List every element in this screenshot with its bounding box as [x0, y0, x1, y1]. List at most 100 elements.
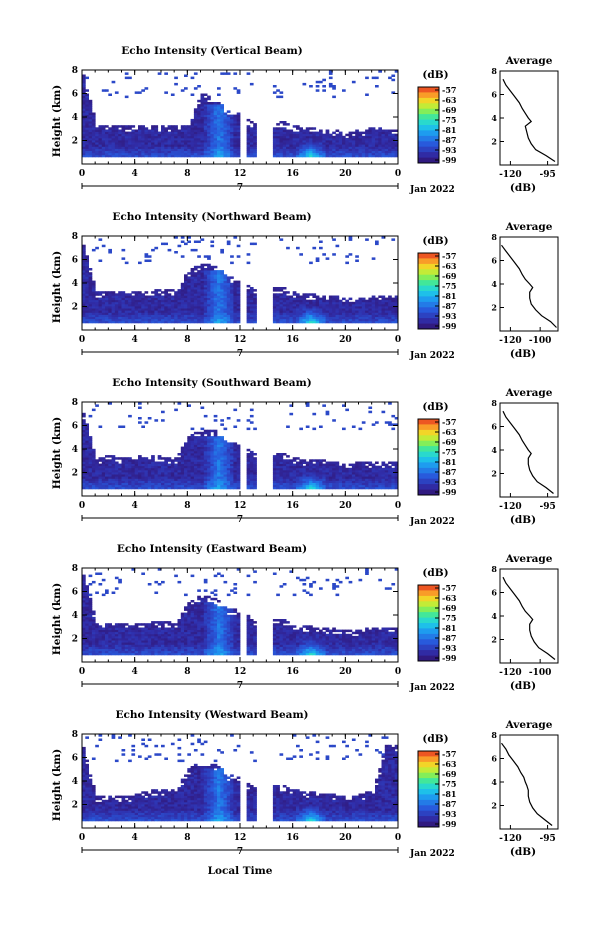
heatmap-cell	[345, 408, 349, 412]
heatmap-cell	[187, 469, 191, 473]
heatmap-cell	[121, 478, 126, 481]
heatmap-cell	[220, 314, 224, 317]
heatmap-cell	[190, 291, 195, 294]
heatmap-cell	[394, 150, 399, 154]
heatmap-cell	[111, 150, 116, 154]
heatmap-cell	[368, 316, 373, 320]
heatmap-cell	[184, 284, 188, 288]
heatmap-cell	[378, 154, 382, 158]
heatmap-cell	[332, 486, 336, 490]
heatmap-cell	[141, 146, 145, 149]
average-y-tick-label: 8	[491, 66, 497, 76]
heatmap-cell	[190, 146, 195, 149]
heatmap-cell	[223, 282, 228, 286]
heatmap-cell	[91, 318, 96, 322]
colorbar-frame	[417, 86, 440, 164]
heatmap-cell	[282, 486, 287, 490]
heatmap-cell	[85, 434, 89, 437]
heatmap-cell	[213, 135, 218, 139]
heatmap-cell	[230, 463, 234, 467]
heatmap-cell	[121, 154, 126, 158]
heatmap-cell	[220, 293, 224, 296]
heatmap-cell	[358, 135, 363, 139]
heatmap-cell	[157, 297, 162, 301]
heatmap-cell	[292, 146, 297, 149]
heatmap-cell	[226, 116, 231, 120]
heatmap-cell	[88, 114, 93, 118]
heatmap-cell	[246, 301, 251, 305]
heatmap-cell	[325, 412, 330, 416]
heatmap-cell	[193, 284, 198, 288]
heatmap-cell	[167, 310, 172, 313]
heatmap-cell	[391, 238, 396, 241]
heatmap-cell	[164, 127, 168, 130]
heatmap-cell	[213, 450, 218, 454]
heatmap-cell	[190, 154, 195, 158]
heatmap-cell	[200, 268, 205, 271]
heatmap-cell	[82, 76, 86, 80]
heatmap-cell	[193, 137, 198, 141]
heatmap-cell	[91, 280, 96, 284]
heatmap-cell	[394, 318, 399, 322]
heatmap-cell	[128, 457, 132, 460]
heatmap-cell	[141, 125, 145, 128]
heatmap-cell	[381, 480, 386, 483]
heatmap-cell	[98, 472, 103, 475]
heatmap-cell	[210, 312, 215, 315]
heatmap-cell	[388, 310, 392, 313]
heatmap-cell	[187, 152, 191, 156]
heatmap-cell	[187, 289, 191, 292]
heatmap-cell	[233, 236, 238, 239]
heatmap-cell	[355, 144, 359, 147]
heatmap-cell	[375, 306, 379, 309]
heatmap-cell	[193, 299, 198, 303]
average-y-tick-label: 6	[491, 90, 497, 100]
heatmap-cell	[101, 467, 106, 471]
heatmap-cell	[161, 486, 165, 490]
heatmap-cell	[144, 312, 149, 315]
heatmap-cell	[253, 459, 257, 462]
heatmap-cell	[236, 463, 241, 467]
heatmap-cell	[365, 314, 369, 317]
heatmap-cell	[282, 320, 287, 324]
heatmap-cell	[187, 482, 191, 486]
heatmap-cell	[105, 314, 109, 317]
heatmap-cell	[358, 463, 363, 467]
heatmap-cell	[213, 440, 218, 443]
heatmap-cell	[108, 484, 112, 488]
heatmap-cell	[348, 310, 353, 313]
heatmap-cell	[131, 301, 136, 305]
heatmap-cell	[253, 467, 257, 471]
heatmap-cell	[193, 431, 198, 435]
heatmap-cell	[170, 484, 175, 488]
heatmap-cell	[190, 284, 195, 288]
heatmap-cell	[174, 303, 178, 307]
heatmap-cell	[174, 133, 178, 137]
heatmap-cell	[95, 246, 99, 250]
heatmap-cell	[203, 125, 208, 128]
heatmap-cell	[207, 308, 211, 311]
heatmap-cell	[217, 278, 221, 281]
heatmap-cell	[154, 482, 159, 486]
heatmap-cell	[164, 476, 168, 479]
heatmap-cell	[286, 312, 290, 315]
heatmap-cell	[292, 125, 297, 128]
heatmap-cell	[286, 308, 290, 311]
heatmap-cell	[351, 144, 356, 147]
heatmap-cell	[98, 140, 103, 143]
heatmap-cell	[200, 154, 205, 158]
heatmap-cell	[358, 465, 363, 469]
heatmap-cell	[368, 152, 373, 156]
heatmap-cell	[151, 297, 155, 301]
heatmap-cell	[170, 463, 175, 467]
heatmap-cell	[82, 257, 86, 260]
heatmap-cell	[213, 123, 218, 126]
heatmap-cell	[161, 144, 165, 147]
heatmap-cell	[197, 129, 201, 132]
heatmap-cell	[223, 440, 228, 443]
heatmap-cell	[345, 255, 349, 258]
heatmap-cell	[296, 152, 300, 156]
heatmap-cell	[180, 295, 185, 298]
heatmap-cell	[151, 320, 155, 324]
heatmap-cell	[200, 461, 205, 464]
